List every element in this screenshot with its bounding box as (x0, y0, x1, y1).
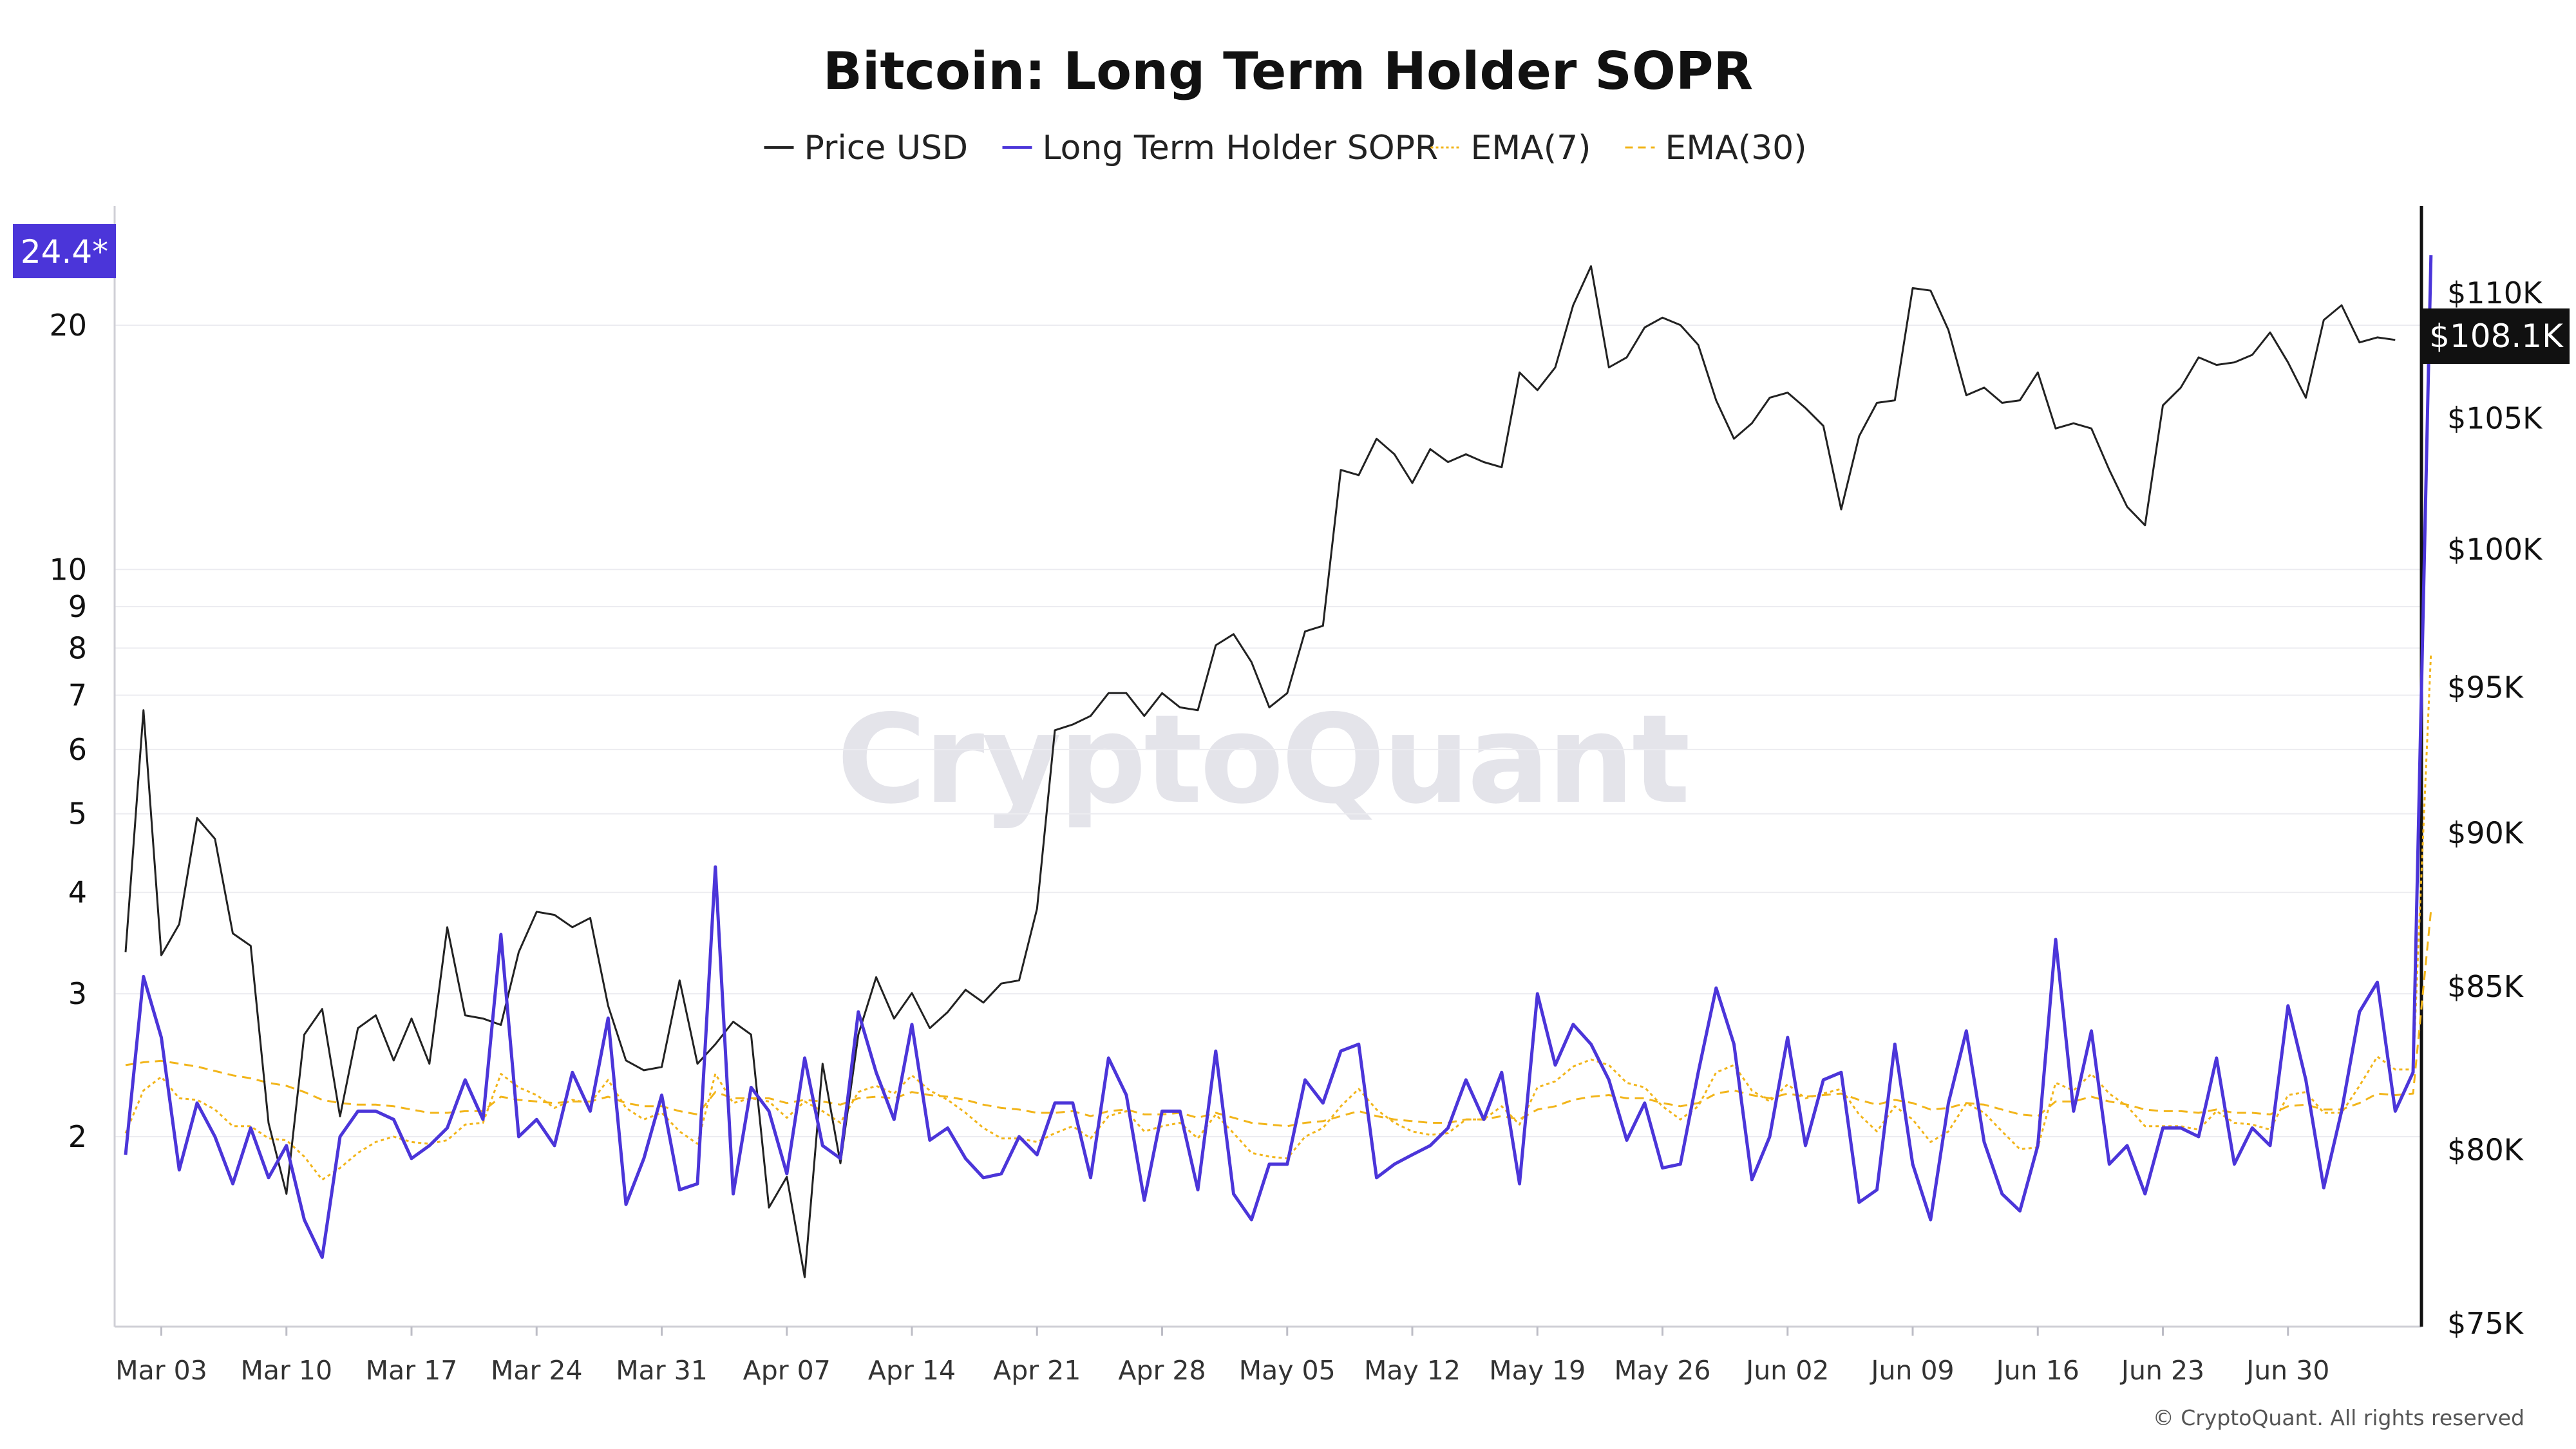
price-badge-label: $108.1K (2429, 317, 2564, 355)
chart-title: Bitcoin: Long Term Holder SOPR (823, 41, 1753, 101)
value-badges: 24.4* $108.1K (13, 224, 2570, 364)
y-left-tick-label: 9 (68, 589, 87, 624)
legend-item: EMA(7) (1430, 129, 1591, 167)
x-tick-label: Jun 02 (1744, 1355, 1829, 1386)
legend-item: Long Term Holder SOPR (1002, 129, 1439, 167)
sopr-badge-label: 24.4* (21, 233, 108, 270)
y-left-tick-label: 5 (68, 797, 87, 831)
x-tick-label: Jun 23 (2119, 1355, 2204, 1386)
x-tick-label: Mar 24 (491, 1355, 583, 1386)
x-tick-label: Jun 09 (1869, 1355, 1954, 1386)
x-tick-label: Mar 17 (366, 1355, 458, 1386)
series-line-long-term-holder-sopr (124, 255, 2433, 1259)
x-tick-label: Apr 07 (743, 1355, 831, 1386)
x-tick-label: Apr 28 (1118, 1355, 1206, 1386)
y-right-tick-label: $105K (2447, 401, 2543, 435)
y-right-tick-label: $110K (2447, 276, 2543, 310)
tick-labels: 20 109 8 7 6 5 4 3 2 $110K $105K $100K $95K $90K $85K $… (49, 276, 2543, 1386)
y-left-tick-label: 4 (68, 875, 87, 910)
y-right-tick-label: $90K (2447, 815, 2524, 850)
legend-item: EMA(30) (1625, 129, 1807, 167)
series-line-ema-30 (125, 910, 2432, 1128)
y-right-tick-label: $80K (2447, 1132, 2524, 1167)
x-tick-label: Mar 10 (240, 1355, 332, 1386)
series-line-price-usd (124, 265, 2396, 1278)
x-tick-label: Jun 16 (1994, 1355, 2079, 1386)
x-tick-label: Mar 03 (115, 1355, 207, 1386)
x-tick-label: May 05 (1239, 1355, 1336, 1386)
sopr-value-badge: 24.4* (13, 224, 116, 278)
legend-label: EMA(7) (1471, 129, 1591, 167)
legend-label: Long Term Holder SOPR (1043, 129, 1439, 167)
x-tick-label: Apr 14 (868, 1355, 956, 1386)
y-left-tick-label: 20 (49, 308, 87, 343)
y-left-tick-label: 3 (68, 976, 87, 1011)
y-left-tick-label: 8 (68, 630, 87, 665)
y-left-tick-label: 2 (68, 1119, 87, 1154)
y-right-tick-label: $95K (2447, 670, 2524, 705)
price-value-badge: $108.1K (2423, 308, 2570, 364)
x-tick-label: Apr 21 (993, 1355, 1081, 1386)
x-tick-label: May 12 (1364, 1355, 1461, 1386)
series-layer (124, 255, 2433, 1278)
y-right-tick-label: $85K (2447, 969, 2524, 1004)
x-tick-label: Jun 30 (2244, 1355, 2329, 1386)
price-badge-bg (2423, 308, 2570, 364)
y-left-tick-label: 10 (49, 552, 87, 587)
copyright-text: © CryptoQuant. All rights reserved (2153, 1405, 2524, 1430)
y-right-tick-label: $100K (2447, 532, 2543, 567)
x-tick-label: Mar 31 (616, 1355, 708, 1386)
legend: Price USD Long Term Holder SOPR EMA(7) EMA(… (764, 129, 1807, 167)
x-tick-label: May 19 (1489, 1355, 1586, 1386)
legend-label: EMA(30) (1665, 129, 1807, 167)
legend-label: Price USD (804, 129, 969, 167)
y-right-tick-label: $75K (2447, 1306, 2524, 1341)
legend-item: Price USD (764, 129, 969, 167)
x-tick-label: May 26 (1615, 1355, 1711, 1386)
y-left-tick-label: 7 (68, 677, 87, 712)
sopr-badge-bg (13, 224, 116, 278)
watermark: CryptoQuant (837, 688, 1688, 831)
y-left-tick-label: 6 (68, 732, 87, 767)
axes (113, 206, 2423, 1336)
